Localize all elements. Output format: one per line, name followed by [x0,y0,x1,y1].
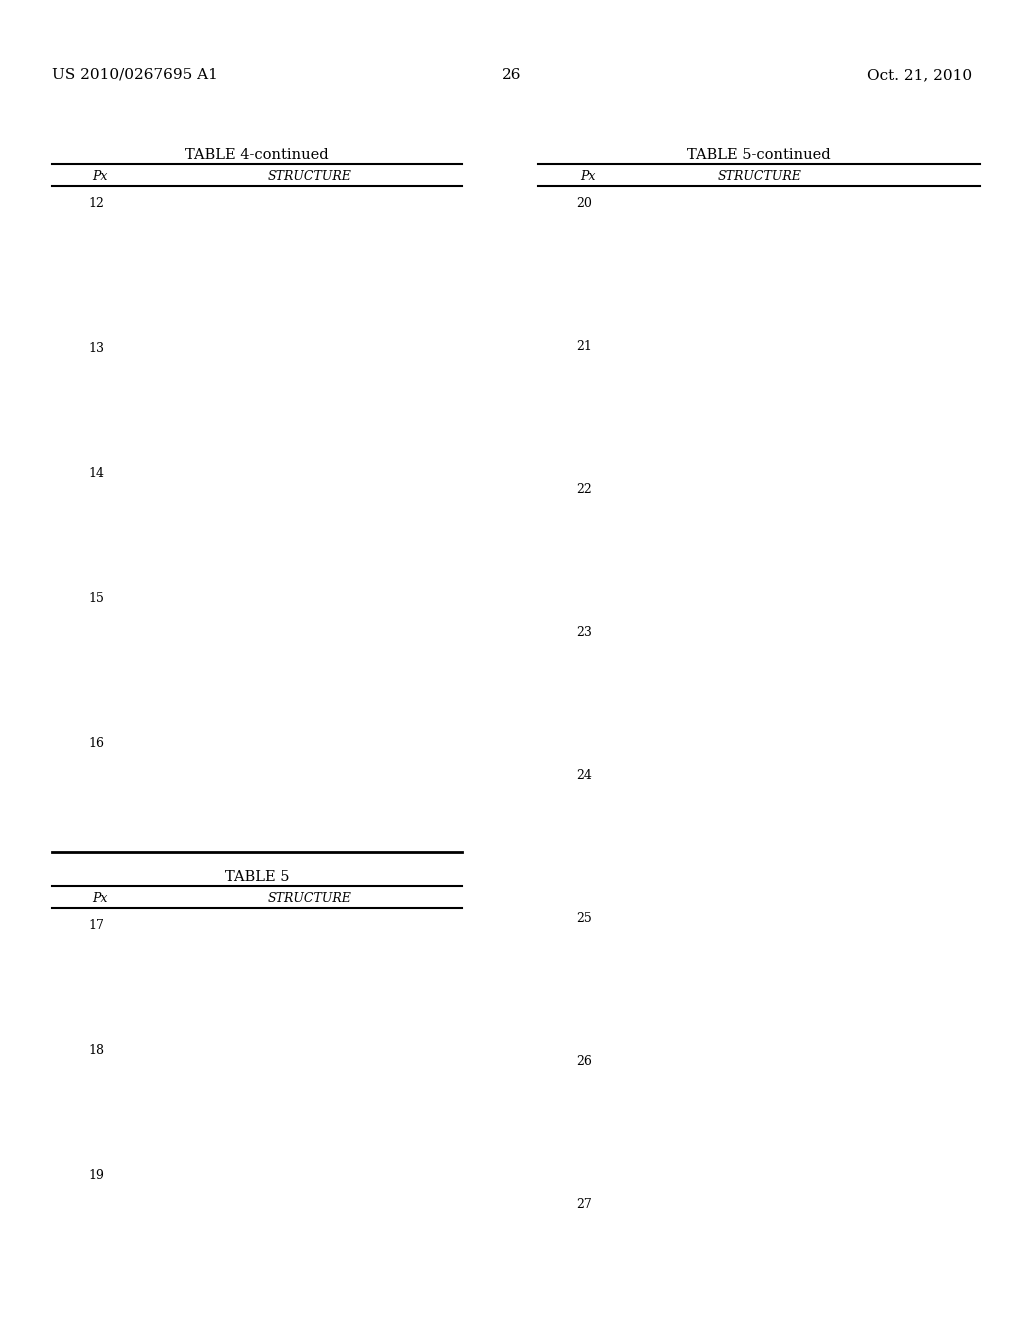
Text: 17: 17 [88,919,103,932]
Text: US 2010/0267695 A1: US 2010/0267695 A1 [52,69,218,82]
Text: 18: 18 [88,1044,104,1057]
Text: 19: 19 [88,1170,103,1181]
Text: 14: 14 [88,467,104,480]
Text: Px: Px [92,170,108,183]
Text: Oct. 21, 2010: Oct. 21, 2010 [867,69,972,82]
Text: TABLE 5-continued: TABLE 5-continued [687,148,830,162]
Text: 21: 21 [575,341,592,352]
Text: Px: Px [92,892,108,906]
Text: 12: 12 [88,197,103,210]
Text: 22: 22 [575,483,592,496]
Text: 16: 16 [88,737,104,750]
Text: STRUCTURE: STRUCTURE [268,892,352,906]
Text: Px: Px [581,170,596,183]
Text: 15: 15 [88,591,103,605]
Text: STRUCTURE: STRUCTURE [268,170,352,183]
Text: STRUCTURE: STRUCTURE [718,170,802,183]
Text: TABLE 5: TABLE 5 [224,870,289,884]
Text: TABLE 4-continued: TABLE 4-continued [185,148,329,162]
Text: 23: 23 [575,626,592,639]
Text: 26: 26 [575,1055,592,1068]
Text: 26: 26 [502,69,522,82]
Text: 25: 25 [575,912,592,925]
Text: 20: 20 [575,197,592,210]
Text: 27: 27 [575,1199,592,1210]
Text: 24: 24 [575,770,592,781]
Text: 13: 13 [88,342,104,355]
